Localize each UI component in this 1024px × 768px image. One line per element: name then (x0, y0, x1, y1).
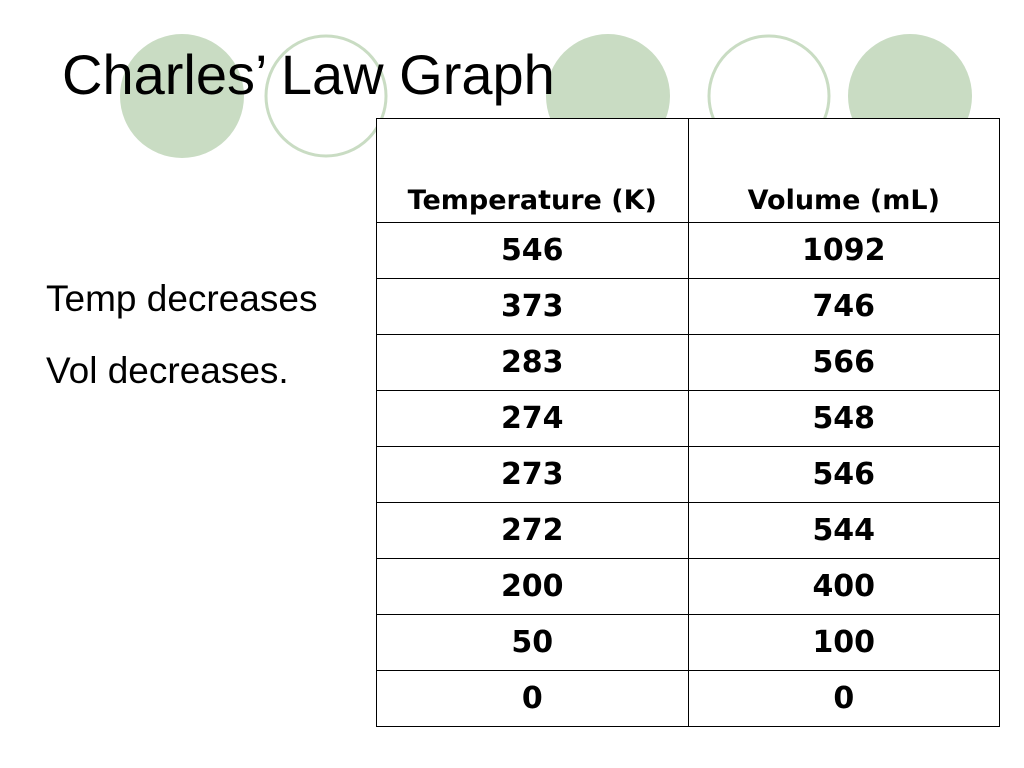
cell-volume: 100 (687, 614, 1000, 671)
table-row: 546 1092 (376, 222, 1000, 279)
temperature-volume-table: Temperature (K) Volume (mL) 546 1092 373… (376, 118, 1000, 727)
cell-volume: 566 (687, 334, 1000, 391)
table-row: 373 746 (376, 278, 1000, 335)
cell-volume: 1092 (687, 222, 1000, 279)
cell-temperature: 272 (376, 502, 689, 559)
table-row: 50 100 (376, 614, 1000, 671)
header-volume: Volume (mL) (687, 118, 1000, 223)
cell-temperature: 273 (376, 446, 689, 503)
table-row: 0 0 (376, 670, 1000, 727)
cell-temperature: 200 (376, 558, 689, 615)
cell-temperature: 283 (376, 334, 689, 391)
cell-temperature: 50 (376, 614, 689, 671)
header-temperature: Temperature (K) (376, 118, 689, 223)
cell-volume: 548 (687, 390, 1000, 447)
cell-temperature: 274 (376, 390, 689, 447)
bullet-vol: Vol decreases. (46, 350, 289, 391)
table-row: 283 566 (376, 334, 1000, 391)
outline-circle-1 (264, 34, 388, 158)
cell-volume: 0 (687, 670, 1000, 727)
cell-volume: 400 (687, 558, 1000, 615)
slide-title: Charles’ Law Graph (62, 43, 555, 106)
cell-temperature: 373 (376, 278, 689, 335)
table-row: 274 548 (376, 390, 1000, 447)
cell-volume: 746 (687, 278, 1000, 335)
table-row: 200 400 (376, 558, 1000, 615)
table-row: 273 546 (376, 446, 1000, 503)
filled-circle-1 (120, 34, 244, 158)
bullet-temp: Temp decreases (46, 278, 318, 319)
cell-volume: 546 (687, 446, 1000, 503)
bullet-list: Temp decreases Vol decreases. (46, 276, 317, 420)
cell-temperature: 546 (376, 222, 689, 279)
table-row: 272 544 (376, 502, 1000, 559)
table-header-row: Temperature (K) Volume (mL) (376, 118, 1000, 223)
cell-temperature: 0 (376, 670, 689, 727)
cell-volume: 544 (687, 502, 1000, 559)
